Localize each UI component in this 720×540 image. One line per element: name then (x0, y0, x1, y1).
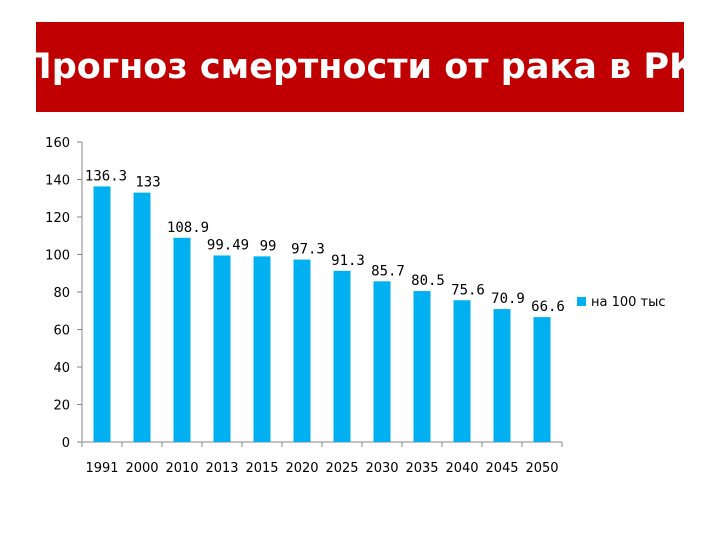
x-tick-label-2025: 2025 (325, 461, 358, 476)
bar-2013 (213, 255, 231, 442)
legend-swatch (577, 297, 586, 306)
page-title: Прогноз смертности от рака в РК (22, 47, 698, 87)
y-tick-label: 40 (53, 361, 70, 376)
bar-2010 (173, 237, 191, 442)
data-label-2050: 66.6 (531, 299, 565, 315)
x-tick-label-2030: 2030 (365, 461, 398, 476)
x-tick-label-2010: 2010 (165, 461, 198, 476)
bar-2000 (133, 192, 151, 442)
x-tick-label-2040: 2040 (445, 461, 478, 476)
y-tick-label: 20 (53, 399, 70, 414)
bar-2050 (533, 317, 551, 442)
x-tick-label-2015: 2015 (245, 461, 278, 476)
y-tick-label: 0 (62, 436, 70, 451)
y-tick-label: 100 (45, 249, 70, 264)
chart-axes (77, 141, 563, 447)
data-label-2045: 70.9 (491, 291, 525, 307)
data-label-2020: 97.3 (291, 242, 325, 258)
data-label-2010: 108.9 (167, 220, 209, 236)
data-label-2000: 133 (135, 175, 160, 191)
chart-y-tick-labels: 0 20 40 60 80 100 120 140 160 (45, 136, 70, 451)
x-tick-label-2000: 2000 (125, 461, 158, 476)
bar-2035 (413, 291, 431, 442)
chart-bars (93, 186, 551, 442)
chart-data-labels: 136.3 133 108.999.49 99 97.3 91.3 85.7 80.5 75.6… (85, 168, 565, 315)
bar-2015 (253, 256, 271, 442)
x-tick-label-1991: 1991 (85, 461, 118, 476)
chart-legend: на 100 тыс (577, 295, 666, 310)
data-label-2040: 75.6 (451, 282, 485, 298)
x-tick-label-2035: 2035 (405, 461, 438, 476)
x-tick-label-2045: 2045 (485, 461, 518, 476)
x-tick-label-2020: 2020 (285, 461, 318, 476)
x-tick-label-2050: 2050 (525, 461, 558, 476)
data-label-2013: 99.49 (207, 237, 249, 253)
chart-x-tick-labels: 1991 2000 2010 2013 2015 2020 2025 2030 2035 2040… (85, 461, 558, 476)
bar-2030 (373, 281, 391, 442)
y-tick-label: 160 (45, 136, 70, 151)
y-tick-label: 140 (45, 174, 70, 189)
bar-2025 (333, 270, 351, 442)
y-tick-label: 80 (53, 286, 70, 301)
data-label-2035: 80.5 (411, 273, 445, 289)
data-label-1991: 136.3 (85, 168, 127, 184)
bar-2045 (493, 309, 511, 442)
data-label-2015: 99 (260, 238, 277, 254)
bar-2040 (453, 300, 471, 442)
data-label-2025: 91.3 (331, 253, 365, 269)
y-tick-label: 120 (45, 211, 70, 226)
bar-2020 (293, 259, 311, 442)
y-tick-label: 60 (53, 324, 70, 339)
legend-label: на 100 тыс (591, 295, 666, 310)
bar-1991 (93, 186, 111, 442)
data-label-2030: 85.7 (371, 263, 405, 279)
x-tick-label-2013: 2013 (205, 461, 238, 476)
title-banner: Прогноз смертности от рака в РК (22, 22, 698, 112)
